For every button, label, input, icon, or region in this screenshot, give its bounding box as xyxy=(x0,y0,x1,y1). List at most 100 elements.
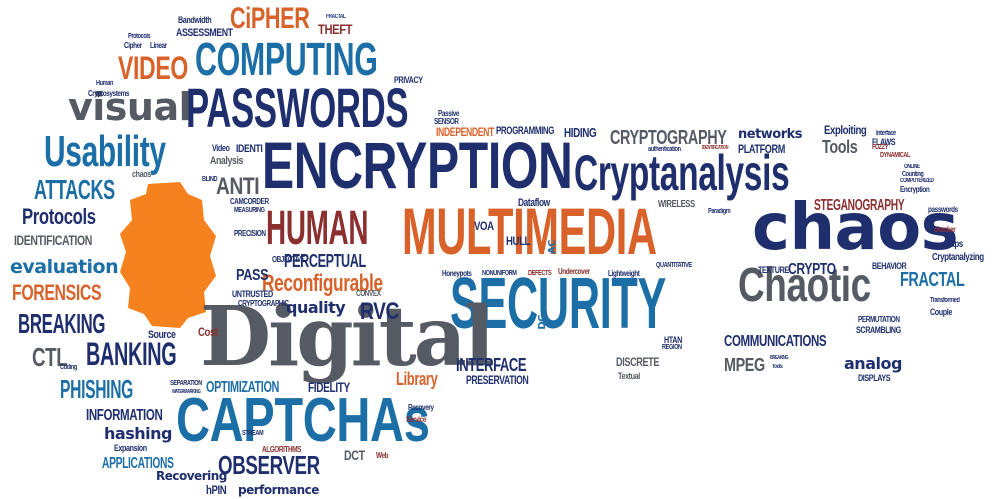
word-authentication: authentication xyxy=(648,146,681,153)
word-identification: IDENTIFICATION xyxy=(14,232,92,248)
word-human: HUMAN xyxy=(266,202,369,255)
word-identification-small: IDENTIFICATION xyxy=(702,145,729,151)
word-assessment: ASSESSMENT xyxy=(176,27,233,39)
word-recovering: Recovering xyxy=(156,469,227,483)
word-expansion: Expansion xyxy=(114,443,147,453)
word-computing: COMPUTING xyxy=(195,33,378,85)
word-displays: DISPLAYS xyxy=(858,373,891,383)
word-passwords: PASSWORDS xyxy=(186,76,409,139)
word-analysis: Analysis xyxy=(210,155,243,167)
word-privacy: PRIVACY xyxy=(394,75,423,85)
word-hpin: hPIN xyxy=(206,483,227,497)
word-quality: quality xyxy=(286,298,346,317)
word-security: SECURITY xyxy=(450,264,667,344)
word-measuring: MEASURING xyxy=(234,207,265,214)
word-transformed: Transformed xyxy=(930,297,960,304)
word-texture: TEXTURE xyxy=(758,265,789,275)
word-forensics: FORENSICS xyxy=(12,280,102,305)
word-nonuniform: NONUNIFORM xyxy=(482,270,517,277)
word-computerized: COMPUTERIZED xyxy=(900,178,934,184)
word-evaluation: evaluation xyxy=(10,256,119,278)
word-theft: THEFT xyxy=(318,21,353,37)
word-mpeg: MPEG xyxy=(724,355,765,375)
word-linear: Linear xyxy=(150,41,167,50)
word-undercover: Undercover xyxy=(558,267,590,276)
word-applications: APPLICATIONS xyxy=(102,455,174,472)
word-fidelity: FIDELITY xyxy=(308,379,350,395)
word-camcorder: CAMCORDER xyxy=(230,197,269,206)
word-hiding: HIDING xyxy=(564,125,597,140)
word-chaos-small: chaos xyxy=(132,169,151,179)
word-cryptanalysis: Cryptanalysis xyxy=(574,145,790,201)
word-textual: Textual xyxy=(618,371,640,381)
word-lightweight: Lightweight xyxy=(608,269,640,278)
word-checker: checker xyxy=(934,225,956,234)
word-discrete: DISCRETE xyxy=(616,355,660,369)
word-digital: Digital xyxy=(200,289,495,385)
word-breaking: BREAKING xyxy=(18,308,106,339)
word-video: VIDEO xyxy=(118,50,188,86)
word-cost: Cost xyxy=(198,325,218,339)
word-untrusted: UNTRUSTED xyxy=(232,289,273,299)
word-coding: Coding xyxy=(60,364,77,371)
word-independent: INDEPENDENT xyxy=(436,125,494,139)
word-tools-small: Tools xyxy=(772,364,783,370)
word-preservation: PRESERVATION xyxy=(466,373,529,387)
word-pass: PASS xyxy=(236,267,269,284)
word-dynamical: DYNAMICAL xyxy=(880,152,910,159)
word-encryption-small: Encryption xyxy=(900,185,930,194)
word-library: Library xyxy=(396,369,438,389)
word-performance: performance xyxy=(238,483,319,497)
word-cipher-small: Cipher xyxy=(124,41,142,50)
word-banking: BANKING xyxy=(86,336,177,372)
word-scrambling: SCRAMBLING xyxy=(856,325,901,335)
word-permutation: PERMUTATION xyxy=(858,315,900,324)
word-dct: DCT xyxy=(344,447,365,463)
word-networks: networks xyxy=(738,127,803,142)
word-steganography: STEGANOGRAPHY xyxy=(814,197,905,214)
word-protocols: Protocols xyxy=(22,204,96,229)
word-algorithms: ALGORITHMS xyxy=(262,445,302,454)
word-interface-small: Interface xyxy=(876,130,896,137)
word-encryption: ENCRYPTION xyxy=(262,128,573,202)
word-web: Web xyxy=(376,451,389,460)
word-protocols-small: Protocols xyxy=(128,33,151,40)
word-paradigm: Paradigm xyxy=(708,208,731,215)
word-observer: OBSERVER xyxy=(218,450,320,480)
word-quantitative: QUANTITATIVE xyxy=(656,262,692,269)
word-htan: HTAN xyxy=(664,335,682,345)
word-counting: Counting xyxy=(902,171,924,178)
word-attacks: ATTACKS xyxy=(34,174,115,205)
word-passive: Passive xyxy=(438,109,460,118)
word-chaos: chaos xyxy=(752,191,959,265)
word-hashing: hashing xyxy=(104,424,172,443)
word-video-small: Video xyxy=(212,143,230,153)
word-source: Source xyxy=(148,329,176,341)
word-fractal-top: FRACTAL xyxy=(326,14,346,20)
word-flaws: FLAWS xyxy=(872,137,896,147)
word-service: Service xyxy=(406,415,426,424)
word-stream: STREAM xyxy=(242,430,264,437)
word-fuzzy: FUZZY xyxy=(872,144,889,151)
word-bandwidth: Bandwidth xyxy=(178,15,212,25)
word-dataflow: Dataflow xyxy=(518,197,550,209)
word-ac: AC xyxy=(547,240,558,255)
word-watermarking: WATERMARKING xyxy=(172,389,201,395)
word-fractal: FRACTAL xyxy=(900,269,965,291)
word-breaking-small: BREAKING xyxy=(770,355,789,361)
word-analog: analog xyxy=(844,354,902,373)
word-communications: COMMUNICATIONS xyxy=(724,333,827,350)
word-region: REGION xyxy=(662,344,682,351)
word-usability: Usability xyxy=(44,127,166,176)
word-interface: INTERFACE xyxy=(456,355,527,375)
word-visual: visual xyxy=(68,85,192,129)
word-hull: HULL xyxy=(506,234,530,248)
word-blind: BLIND xyxy=(202,176,218,183)
word-multimedia: MULTIMEDIA xyxy=(402,194,657,268)
word-recovery: Recovery xyxy=(408,403,434,412)
word-phishing: PHISHING xyxy=(60,374,134,404)
word-convex: CONVEX xyxy=(356,289,381,298)
orange-blob xyxy=(120,182,216,328)
word-cryptosystems: Cryptosystems xyxy=(88,89,130,98)
